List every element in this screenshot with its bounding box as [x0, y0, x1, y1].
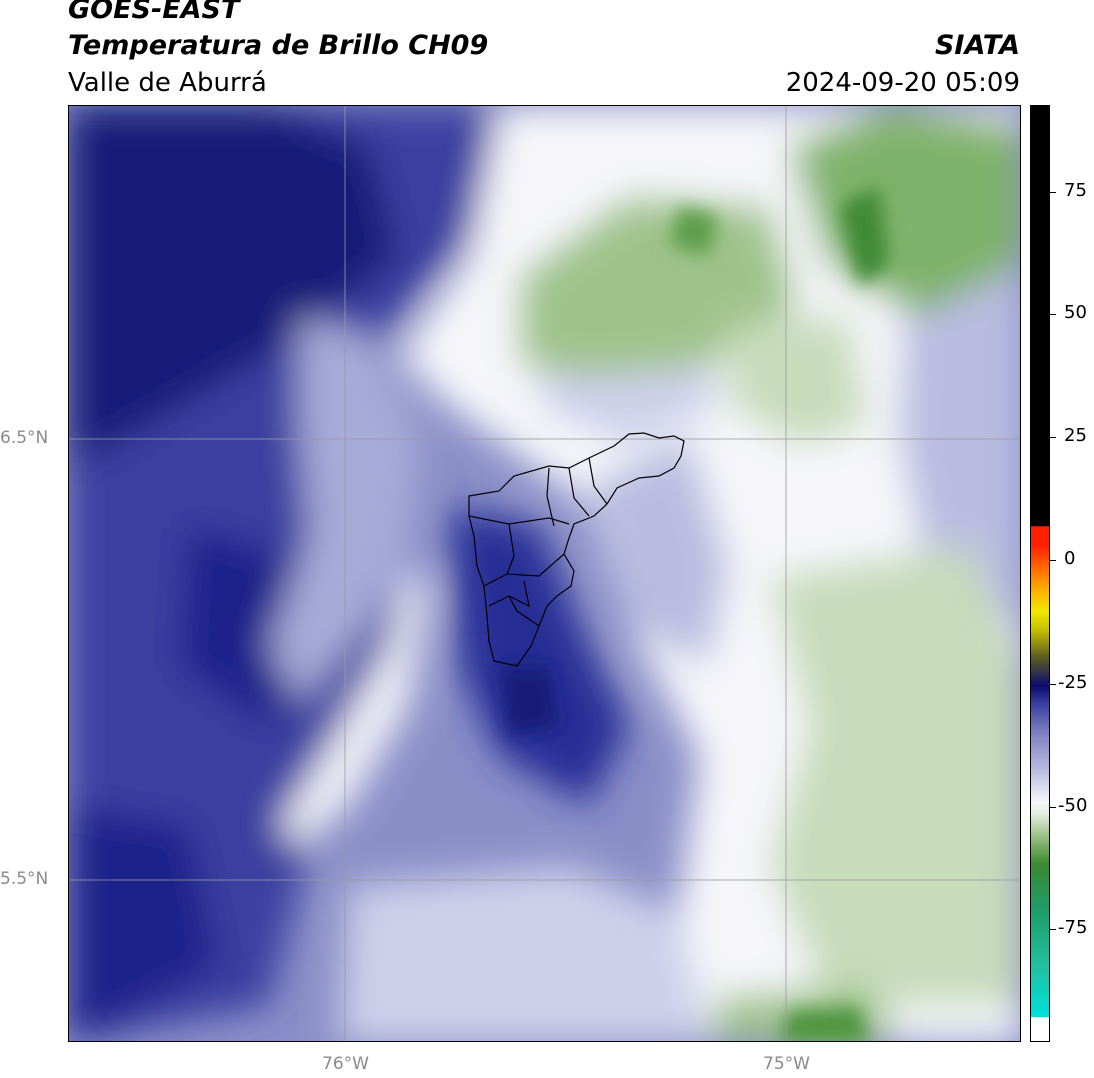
colorbar: [1030, 105, 1050, 1042]
valley-outer-boundary: [468, 432, 685, 667]
municipality-line-1: [468, 515, 570, 525]
green-dark-core-n: [669, 206, 719, 256]
datetime-label: 2024-09-20 05:09: [785, 68, 1020, 98]
lon-label-76w: 76°W: [322, 1054, 369, 1074]
light-south: [339, 866, 729, 1041]
colorbar-tick-0: [1050, 560, 1056, 561]
colorbar-tick-neg50: [1050, 807, 1056, 808]
center-blue: [589, 436, 729, 666]
east-blue-band: [899, 216, 1020, 626]
municipality-line-3: [568, 467, 590, 517]
green-northeast: [789, 106, 1020, 316]
colorbar-label-25: 25: [1064, 425, 1087, 446]
colorbar-label-50: 50: [1064, 302, 1087, 323]
product-title: Temperatura de Brillo CH09: [68, 30, 489, 61]
satellite-title: GOES-EAST: [68, 0, 240, 25]
map-canvas: [69, 106, 1020, 1041]
graticule: [69, 106, 1020, 1041]
lat-label-6-5: 6.5°N: [0, 428, 49, 448]
light-band-ridge: [269, 316, 419, 706]
municipality-line-5: [483, 523, 515, 587]
region-subtitle: Valle de Aburrá: [68, 68, 267, 98]
colorbar-label-neg75: -75: [1058, 917, 1088, 938]
municipality-line-8: [508, 595, 540, 627]
colorbar-label-neg25: -25: [1058, 672, 1088, 693]
municipality-line-2: [546, 467, 555, 527]
colorbar-tick-50: [1050, 314, 1056, 315]
deep-cold-patch-c: [499, 666, 559, 736]
colorbar-tick-neg75: [1050, 929, 1056, 930]
colorbar-label-75: 75: [1064, 180, 1087, 201]
municipality-line-4: [588, 457, 608, 505]
green-dark-core-ne: [839, 186, 889, 286]
brightness-temperature-map: [68, 105, 1021, 1042]
colorbar-label-neg50: -50: [1058, 795, 1088, 816]
organization-label: SIATA: [934, 30, 1020, 61]
deep-cold-core-sw: [69, 806, 219, 1041]
green-dark-core-s: [779, 1006, 869, 1041]
green-southeast: [769, 546, 1020, 1006]
colorbar-tick-neg25: [1050, 684, 1056, 685]
aburra-valley-boundaries: [468, 432, 685, 667]
colorbar-label-0: 0: [1064, 548, 1076, 569]
warm-stripe: [279, 566, 429, 846]
deep-cold-core-nw: [69, 106, 399, 466]
colorbar-tick-75: [1050, 192, 1056, 193]
colorbar-tick-25: [1050, 437, 1056, 438]
lon-label-75w: 75°W: [763, 1054, 810, 1074]
lat-label-5-5: 5.5°N: [0, 869, 49, 889]
municipality-line-7: [488, 580, 530, 608]
temperature-field: [69, 106, 1020, 1041]
municipality-line-6: [506, 553, 565, 577]
green-east: [729, 316, 869, 446]
